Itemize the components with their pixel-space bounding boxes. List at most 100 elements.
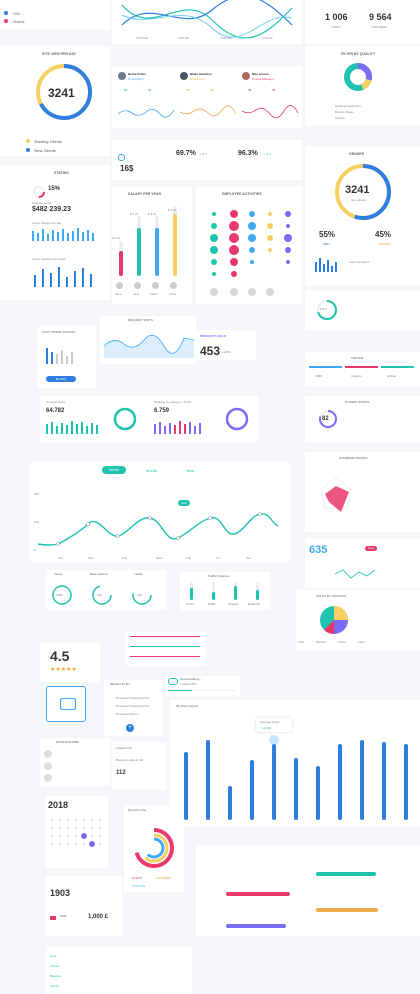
visitors-value: 645 [97, 593, 103, 597]
x-tick: Mon [88, 556, 94, 560]
big-line-card: Week Month Year 200 100 0 325 Sun Mon Tu… [30, 462, 290, 562]
x-tick: Sun [58, 556, 64, 560]
sessions-label: Active sessions per week [32, 257, 66, 261]
traffic-col: SMM [315, 374, 322, 378]
filter-item[interactable]: Visitors [335, 116, 345, 120]
person-name: Bertie Potter [128, 72, 147, 76]
table-row[interactable]: June [50, 954, 57, 958]
gender-card: GENDER 3241 new clients 55% 45% MEN WOME… [305, 146, 420, 286]
legend-dot-existing [26, 139, 30, 143]
rating-bars-2 [154, 421, 201, 434]
tab-year[interactable]: Year [186, 468, 195, 473]
report-bars [184, 735, 408, 820]
avatar [118, 72, 126, 80]
total-revenue: $482 239.23 [32, 206, 71, 213]
cloud-download-icon [168, 678, 178, 685]
sales-country-card: SALES BY COUNTRY USA Ukraine China India [296, 590, 420, 650]
request-area [103, 334, 195, 358]
avatar [152, 282, 159, 289]
sticky-traffic-title: JUST STRING TRAFFIC [42, 330, 76, 334]
visitors-rings [52, 585, 152, 605]
salary-name: Chris [169, 292, 177, 296]
flag-icon [50, 916, 56, 920]
table-row[interactable]: Vinoth [50, 984, 59, 988]
filter-donut [344, 63, 372, 91]
sales-legend: China [338, 640, 346, 644]
filter-item[interactable]: Existing Customers [335, 104, 361, 108]
salary-title: SALARY PER YEAR [128, 192, 161, 196]
person-card[interactable]: Mae Jensen Project Manager 44 72 [241, 72, 299, 124]
wave-chart-card: 6 ROOM 6:30 AM 7 ROOM 7 DAYS [112, 0, 302, 44]
tooltip-value: 12,800 [262, 726, 272, 730]
gantt-bar[interactable] [316, 908, 378, 912]
tab-week[interactable]: Week [102, 466, 126, 474]
activities-card: EMPLOYEE ACTIVITIES [196, 186, 302, 304]
report-card: My Own Report Average score 12,800 [170, 700, 420, 826]
historic-legend: CYCLING [132, 884, 146, 888]
visitors-value: 315 [137, 593, 143, 597]
site-view-donut [36, 64, 92, 120]
gantt-bar[interactable] [316, 872, 376, 876]
gantt-bar[interactable] [226, 924, 286, 928]
visitors-label: Views [54, 572, 63, 576]
y-tick: 0 [34, 548, 36, 552]
y-tick: 200 [34, 492, 40, 496]
avatar [134, 282, 141, 289]
salary-bars [119, 206, 177, 276]
currency-amount: 1,000 £ [88, 914, 109, 920]
todo-item[interactable]: Download Bot UI [116, 712, 139, 716]
download-progress [168, 690, 236, 691]
wave-tick: 7 ROOM [220, 36, 232, 40]
request-visits-title: REQUEST VISITS [128, 318, 153, 322]
strategy-value: 6.759 [154, 408, 170, 414]
todo-item[interactable]: Download Dashboard Kit [116, 696, 150, 700]
person-card[interactable]: Bertie Potter UI Designer 60 92 [117, 72, 175, 124]
traffic-col: Ethical [387, 374, 397, 378]
pct1-value: 69.7% [176, 150, 196, 157]
avatar [44, 750, 52, 758]
report-tooltip: Average score 12,800 [256, 718, 292, 732]
general-rating-value: 64.782 [46, 408, 65, 414]
y-tick: 100 [34, 520, 40, 524]
salary-value: $ 3,7k [148, 212, 157, 216]
person-sparkline [179, 105, 237, 117]
progress-bar [130, 646, 200, 647]
site-view-card: SITE VIEW PER DAY 3241 Existing Clients … [0, 46, 110, 156]
wave-tick: 6:30 AM [178, 36, 190, 40]
person-card[interactable]: Blake Hamilton Art Director 67 12 [179, 72, 237, 124]
week-label: THIS WEEK [371, 25, 388, 29]
tab-month[interactable]: Month [146, 468, 158, 473]
pct2-delta: + 2.4 [264, 152, 271, 156]
salary-value: $ 2,1k [112, 236, 121, 240]
rating-card: 4.5 ★★★★★ [40, 642, 100, 682]
mini-635-card: 635 New [305, 538, 420, 588]
level-title: Level of oil [116, 746, 132, 750]
sales-country-title: SALES BY COUNTRY [316, 594, 347, 598]
small-stat-card: 2 3 7 [305, 290, 420, 330]
person-name: Blake Hamilton [190, 72, 212, 76]
table-row[interactable]: Balance [50, 974, 61, 978]
table-row[interactable]: Prismo [50, 964, 60, 968]
counters-card: 1 006 TODAY 9 564 THIS WEEK [305, 0, 420, 44]
traffic-title: TRAFFIC [351, 356, 364, 360]
site-view-value: 3241 [48, 86, 75, 100]
monthly-button[interactable]: Monthly [46, 376, 76, 382]
legend-dot-usa [4, 11, 8, 15]
planes-title: PLANES STATUS [345, 400, 370, 404]
tooltip-label: Average score [260, 720, 280, 724]
gender-sub: new clients [351, 198, 366, 202]
legend-existing: Existing Clients [26, 130, 62, 148]
small-stat-value: 2 3 7 [320, 307, 327, 311]
todo-card: Mindful To Do Download Dashboard Kit Dow… [104, 680, 162, 736]
download-sub: Loaded 35% [180, 682, 197, 686]
products-card: PRODUCTS SOLD 453 +2.8% [196, 330, 256, 360]
gantt-bar[interactable] [226, 892, 290, 896]
filter-item[interactable]: Bounce Rates [335, 110, 354, 114]
gender-title: GENDER [349, 152, 364, 156]
x-tick: Fri [216, 556, 220, 560]
todo-item[interactable]: Download Dashboard Kit [116, 704, 150, 708]
x-tick: Wed [156, 556, 163, 560]
folder-card[interactable] [46, 686, 86, 722]
progress-bar [130, 636, 200, 637]
add-button[interactable]: + [126, 724, 134, 732]
